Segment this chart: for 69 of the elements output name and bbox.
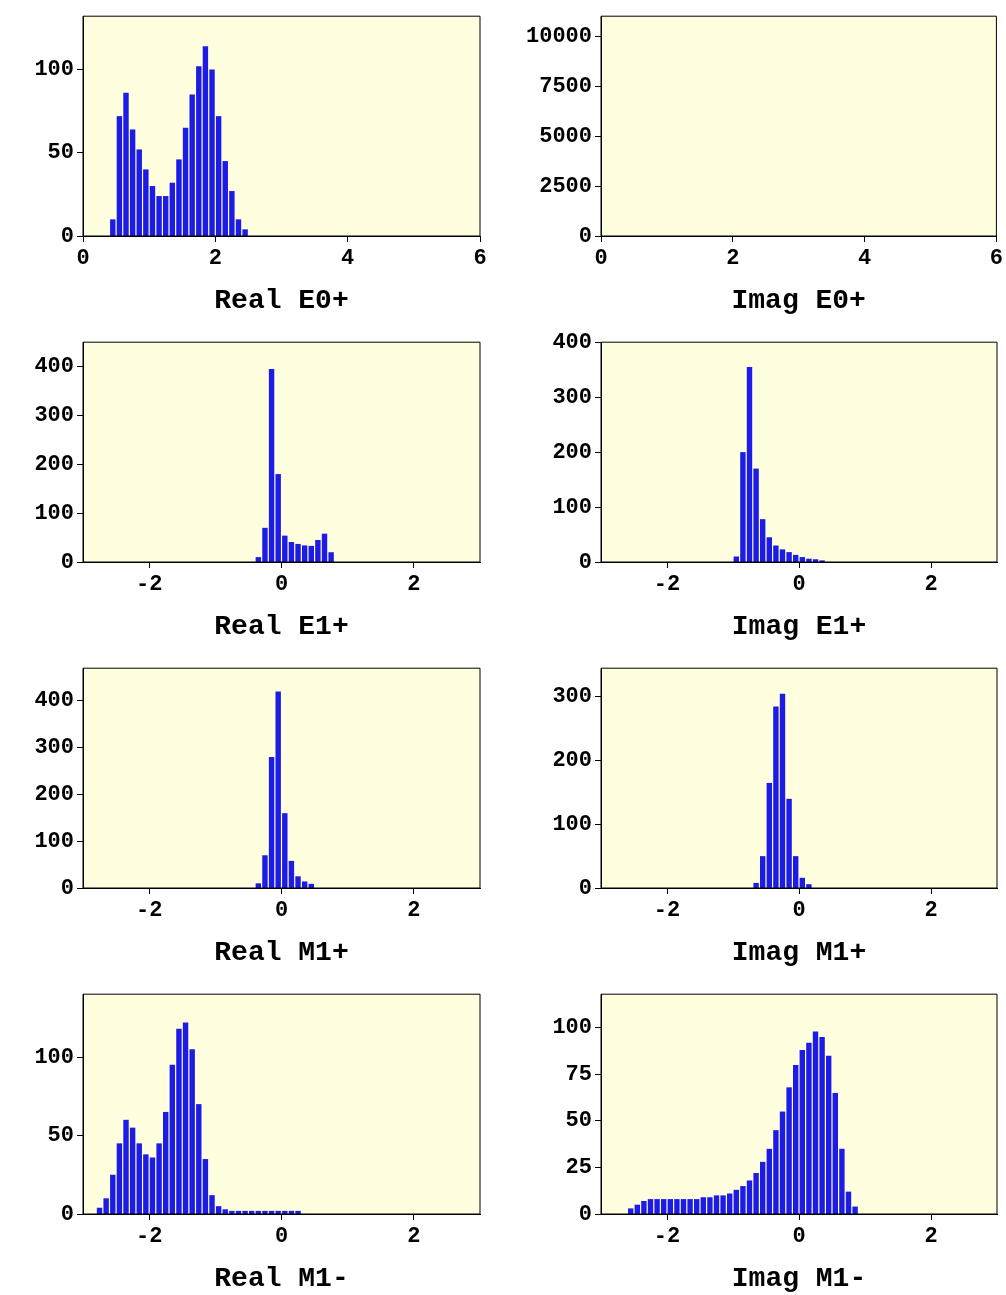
- x-tick-label: 6: [989, 245, 1003, 271]
- x-tick-label: 2: [407, 897, 421, 923]
- y-tick-label: 7500: [539, 73, 592, 99]
- x-tick-label: -2: [653, 897, 681, 923]
- x-axis-title: Imag M1+: [731, 937, 867, 969]
- y-tick-label: 50: [47, 1123, 74, 1149]
- y-tick-label: 100: [34, 57, 74, 83]
- x-tick-label: 2: [407, 571, 421, 597]
- x-tick-label: -2: [135, 897, 163, 923]
- y-tick-label: 300: [552, 384, 592, 410]
- y-tick-label: 0: [578, 1201, 592, 1227]
- y-tick-label: 5000: [539, 123, 592, 149]
- y-tick-label: 0: [578, 223, 592, 249]
- y-tick-label: 50: [47, 140, 74, 166]
- y-tick-label: 0: [60, 223, 74, 249]
- y-tick-label: 400: [552, 329, 592, 355]
- y-tick-label: 0: [578, 549, 592, 575]
- y-tick-label: 2500: [539, 173, 592, 199]
- x-tick-label: 2: [924, 571, 938, 597]
- x-tick-label: 2: [924, 897, 938, 923]
- y-tick-label: 100: [552, 811, 592, 837]
- x-tick-label: 2: [726, 245, 740, 271]
- x-tick-label: 0: [792, 897, 806, 923]
- x-axis-title: Imag E0+: [731, 285, 866, 317]
- x-tick-label: 4: [341, 245, 355, 271]
- y-tick-label: 0: [60, 549, 74, 575]
- x-tick-label: 0: [76, 245, 90, 271]
- x-tick-label: 2: [208, 245, 222, 271]
- x-tick-label: -2: [135, 1223, 163, 1249]
- y-tick-label: 0: [60, 1201, 74, 1227]
- x-axis-title: Real E0+: [214, 285, 349, 317]
- x-axis-title: Real M1-: [214, 1263, 349, 1295]
- x-tick-label: 0: [274, 571, 289, 597]
- y-tick-label: 100: [34, 500, 74, 526]
- x-tick-label: -2: [135, 571, 163, 597]
- y-tick-label: 100: [552, 494, 592, 520]
- x-tick-label: 4: [858, 245, 872, 271]
- y-tick-label: 100: [552, 1015, 592, 1041]
- x-tick-label: 0: [792, 1223, 806, 1249]
- y-tick-label: 75: [565, 1061, 592, 1087]
- y-tick-label: 300: [552, 684, 592, 710]
- x-tick-label: 0: [274, 1223, 289, 1249]
- y-tick-label: 200: [34, 782, 74, 808]
- x-tick-label: -2: [653, 1223, 681, 1249]
- x-tick-label: 2: [407, 1223, 421, 1249]
- y-tick-label: 50: [565, 1108, 592, 1134]
- y-tick-label: 200: [552, 748, 592, 774]
- x-tick-label: 0: [792, 571, 806, 597]
- y-tick-label: 200: [34, 451, 74, 477]
- x-axis-title: Real M1+: [214, 937, 349, 969]
- x-tick-label: 0: [274, 897, 289, 923]
- x-tick-label: 2: [924, 1223, 938, 1249]
- y-tick-label: 200: [552, 439, 592, 465]
- y-tick-label: 400: [34, 354, 74, 380]
- x-axis-title: Imag M1-: [731, 1263, 867, 1295]
- y-tick-label: 100: [34, 828, 74, 854]
- y-tick-label: 0: [60, 875, 74, 901]
- x-tick-label: 0: [594, 245, 608, 271]
- y-tick-label: 300: [34, 735, 74, 761]
- y-tick-label: 0: [578, 875, 592, 901]
- y-tick-label: 100: [34, 1044, 74, 1070]
- y-tick-label: 25: [565, 1154, 592, 1180]
- x-tick-label: -2: [653, 571, 681, 597]
- y-tick-label: 10000: [525, 23, 592, 49]
- y-tick-label: 300: [34, 403, 74, 429]
- x-axis-title: Real E1+: [214, 611, 349, 643]
- x-tick-label: 6: [473, 245, 487, 271]
- y-tick-label: 400: [34, 688, 74, 714]
- x-axis-title: Imag E1+: [731, 611, 867, 643]
